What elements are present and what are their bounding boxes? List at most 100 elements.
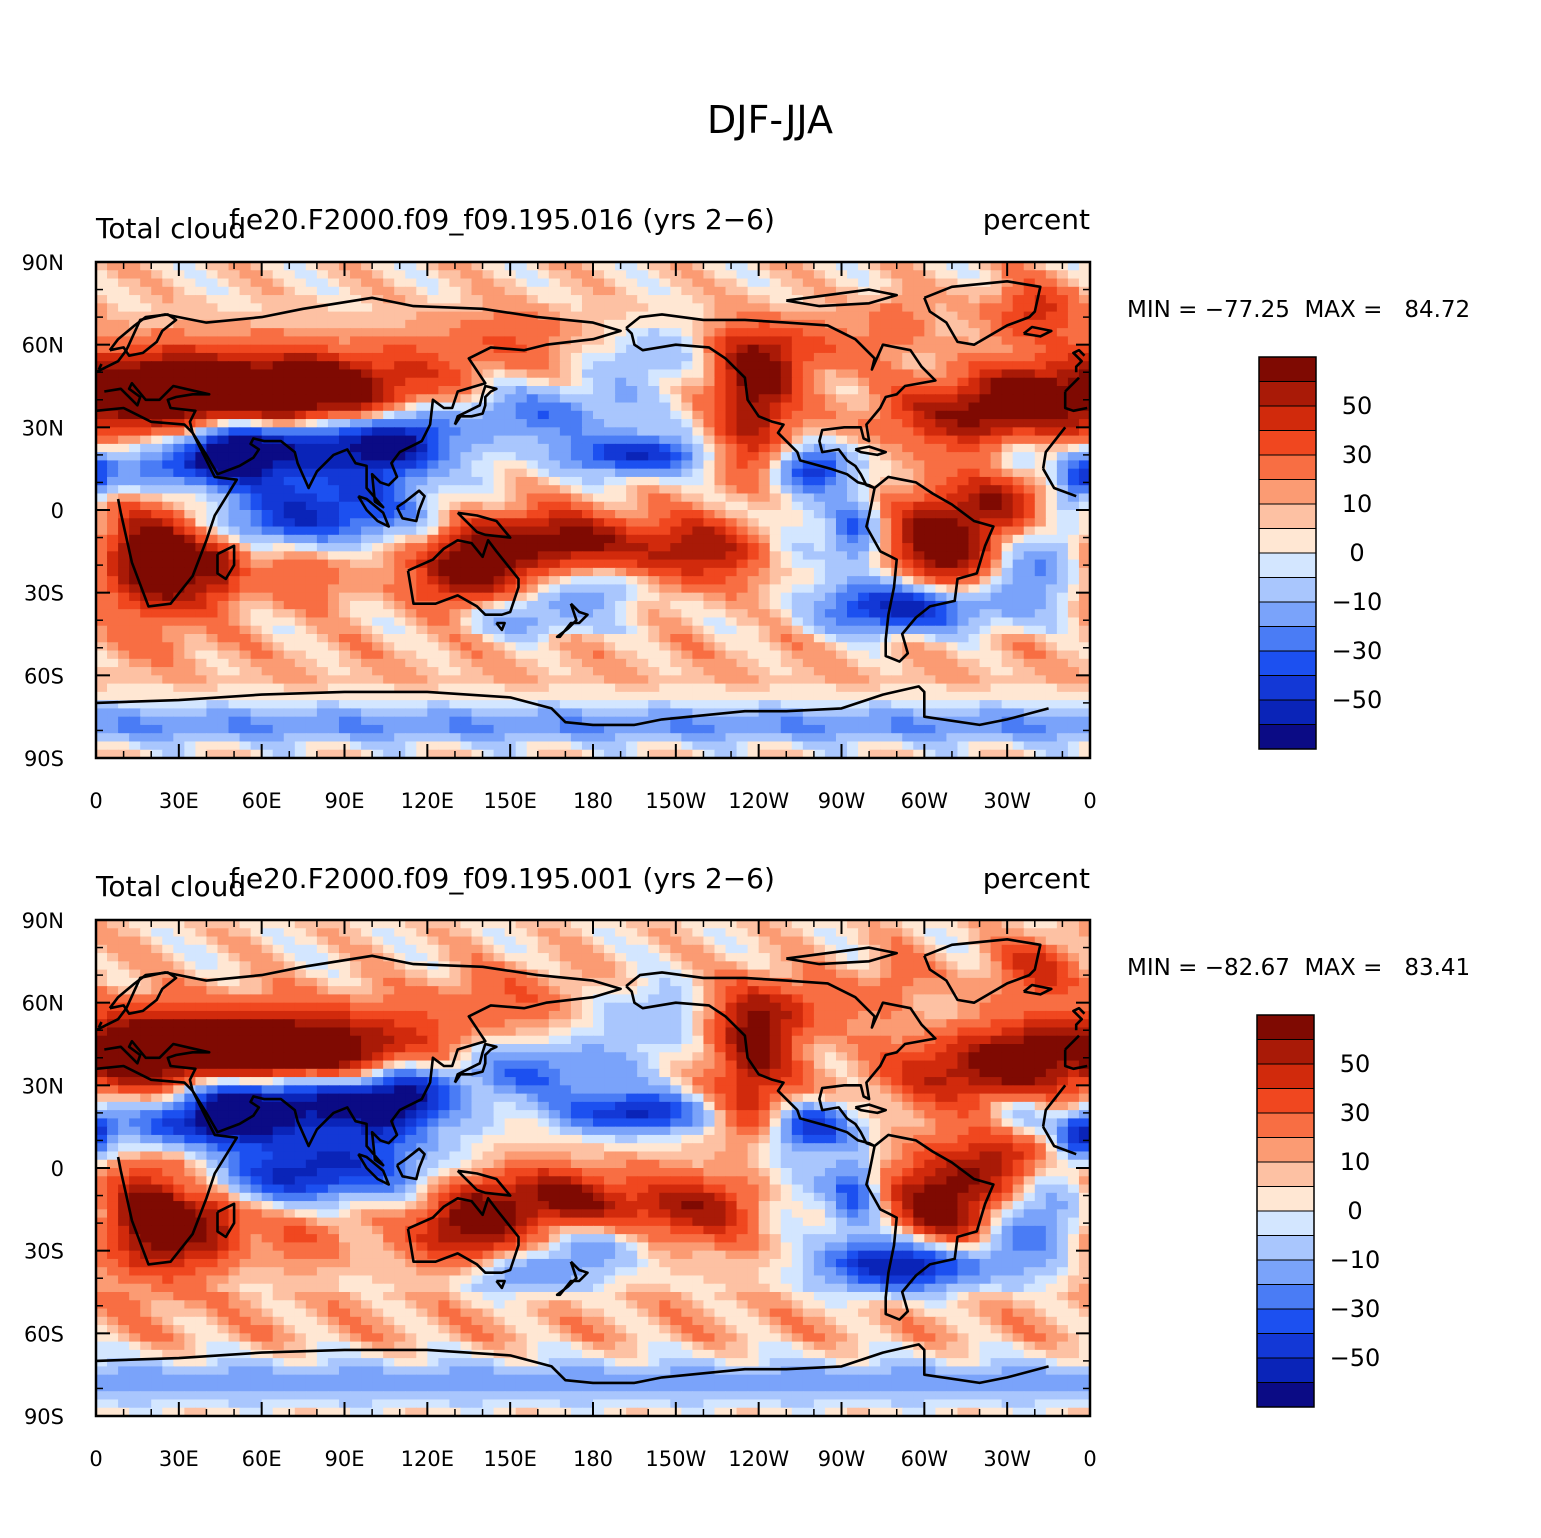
contour-cell (548, 427, 561, 437)
contour-cell (681, 600, 693, 610)
contour-cell (118, 419, 130, 428)
contour-cell (405, 551, 417, 561)
contour-cell (438, 485, 451, 495)
contour-cell (902, 617, 914, 627)
contour-cell (581, 270, 594, 280)
contour-cell (1056, 410, 1069, 420)
contour-cell (1056, 708, 1069, 718)
contour-cell (946, 551, 959, 561)
contour-cell (902, 336, 914, 346)
contour-cell (758, 286, 771, 296)
contour-cell (471, 576, 484, 585)
contour-cell (593, 369, 605, 379)
contour-cell (261, 551, 274, 561)
contour-cell (659, 592, 671, 602)
contour-cell (626, 468, 638, 478)
contour-cell (1067, 419, 1080, 428)
contour-cell (294, 410, 307, 420)
contour-cell (493, 278, 506, 288)
contour-cell (129, 518, 141, 528)
contour-cell (173, 286, 185, 296)
contour-cell (957, 609, 970, 619)
contour-cell (261, 352, 274, 362)
contour-cell (239, 551, 252, 561)
contour-cell (824, 708, 837, 718)
contour-cell (261, 419, 274, 428)
contour-cell (140, 319, 152, 329)
contour-cell (129, 634, 141, 643)
contour-cell (570, 510, 583, 519)
contour-cell (593, 683, 605, 693)
contour-cell (394, 708, 406, 718)
contour-cell (504, 493, 517, 503)
contour-cell (1012, 303, 1025, 313)
contour-cell (725, 311, 738, 321)
contour-cell (880, 683, 892, 693)
contour-cell (604, 344, 616, 354)
contour-cell (1034, 460, 1047, 470)
contour-cell (736, 278, 749, 288)
contour-cell (526, 510, 539, 519)
contour-cell (692, 476, 705, 486)
contour-cell (305, 625, 318, 635)
contour-cell (96, 286, 108, 296)
contour-cell (913, 667, 925, 676)
contour-cell (305, 270, 318, 280)
contour-cell (361, 716, 373, 726)
contour-cell (902, 675, 914, 685)
contour-cell (350, 303, 362, 313)
contour-cell (217, 443, 230, 453)
contour-cell (1067, 551, 1080, 561)
contour-cell (902, 600, 914, 610)
contour-cell (913, 369, 925, 379)
contour-cell (968, 650, 981, 660)
contour-cell (361, 262, 373, 271)
contour-cell (504, 518, 517, 528)
contour-cell (714, 303, 727, 313)
contour-cell (1012, 394, 1025, 404)
contour-cell (570, 476, 583, 486)
contour-cell (1034, 303, 1047, 313)
contour-cell (383, 642, 395, 652)
contour-cell (294, 303, 307, 313)
contour-cell (946, 634, 959, 643)
contour-cell (858, 510, 870, 519)
contour-cell (559, 336, 572, 346)
contour-cell (438, 319, 451, 329)
contour-cell (416, 286, 428, 296)
contour-cell (758, 650, 771, 660)
contour-cell (493, 642, 506, 652)
contour-cell (548, 683, 561, 693)
contour-cell (272, 311, 285, 321)
contour-cell (957, 543, 970, 552)
contour-cell (449, 675, 462, 685)
contour-cell (316, 600, 329, 610)
contour-cell (151, 716, 163, 726)
contour-cell (449, 691, 462, 701)
contour-cell (1078, 700, 1090, 709)
contour-cell (129, 369, 141, 379)
contour-cell (626, 518, 638, 528)
contour-cell (637, 443, 649, 453)
contour-cell (1001, 427, 1014, 437)
contour-cell (869, 452, 881, 461)
contour-cell (449, 600, 462, 610)
contour-cell (780, 443, 793, 453)
contour-cell (559, 295, 572, 304)
contour-cell (858, 270, 870, 280)
contour-cell (637, 452, 649, 461)
contour-cell (493, 476, 506, 486)
contour-cell (1045, 592, 1058, 602)
contour-cell (692, 675, 705, 685)
contour-cell (990, 667, 1003, 676)
contour-cell (537, 319, 550, 329)
contour-cell (1078, 344, 1090, 354)
contour-cell (758, 675, 771, 685)
contour-cell (935, 468, 948, 478)
contour-cell (162, 658, 174, 668)
contour-cell (891, 691, 903, 701)
contour-cell (703, 303, 716, 313)
contour-cell (747, 386, 760, 395)
contour-cell (250, 319, 263, 329)
contour-cell (372, 485, 384, 495)
